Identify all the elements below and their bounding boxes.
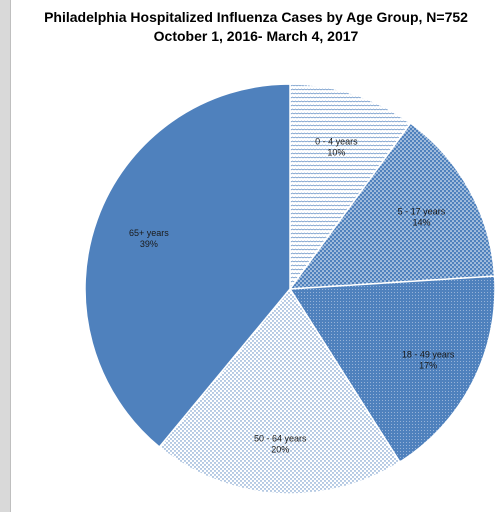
chart-title: Philadelphia Hospitalized Influenza Case…	[11, 8, 500, 46]
pie-slice-4	[84, 83, 291, 449]
slice-category-label: 18 - 49 years	[402, 349, 455, 359]
pie-slice-2	[288, 275, 496, 464]
pie-slice-3	[158, 287, 401, 495]
slice-percent-label: 14%	[412, 218, 430, 228]
slice-percent-label: 39%	[140, 239, 158, 249]
slice-category-label: 0 - 4 years	[315, 136, 358, 146]
slice-category-label: 5 - 17 years	[398, 207, 446, 217]
pie-slice-0	[289, 83, 412, 292]
slice-category-label: 50 - 64 years	[254, 434, 307, 444]
pie-slice-1	[288, 122, 496, 290]
chart-title-line: Philadelphia Hospitalized Influenza Case…	[44, 9, 468, 25]
slice-category-label: 65+ years	[129, 228, 169, 238]
slice-percent-label: 17%	[419, 360, 437, 370]
slice-percent-label: 20%	[271, 445, 289, 455]
slice-percent-label: 10%	[327, 147, 345, 157]
chart-subtitle-line: October 1, 2016- March 4, 2017	[153, 28, 359, 44]
